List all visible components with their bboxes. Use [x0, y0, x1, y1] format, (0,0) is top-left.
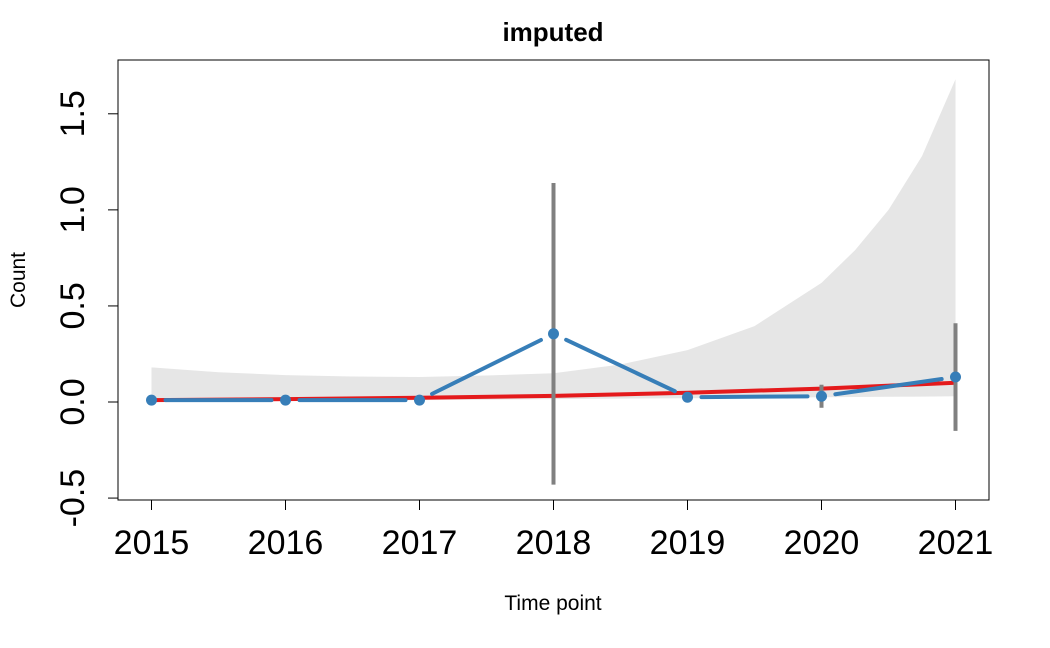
chart-title: imputed	[502, 17, 603, 47]
prediction-band	[151, 79, 956, 402]
series-point	[414, 394, 425, 406]
series-point	[280, 394, 291, 406]
series-point	[146, 394, 157, 406]
series-segment	[564, 337, 677, 394]
x-tick-label: 2019	[650, 524, 726, 562]
y-tick-label: 1.5	[54, 90, 92, 137]
y-tick-label: 1.0	[54, 186, 92, 233]
x-tick-label: 2018	[516, 524, 592, 562]
y-tick-label: 0.5	[54, 282, 92, 329]
x-tick-label: 2015	[114, 524, 190, 562]
series-point	[548, 328, 559, 340]
y-tick-label: 0.0	[54, 378, 92, 425]
x-tick-label: 2016	[248, 524, 324, 562]
x-tick-label: 2021	[918, 524, 994, 562]
series-point	[950, 371, 961, 383]
y-axis: -0.5 0.0 0.5 1.0 1.5	[54, 90, 119, 528]
y-axis-label: Count	[7, 252, 30, 308]
series-segment	[833, 377, 944, 397]
series-segment	[430, 338, 543, 396]
x-tick-label: 2017	[382, 524, 458, 562]
y-tick-label: -0.5	[54, 469, 92, 528]
observed-series-layer	[146, 328, 961, 406]
series-segment	[699, 394, 810, 400]
x-axis: 2015 2016 2017 2018 2019 2020 2021	[114, 499, 994, 562]
x-axis-label: Time point	[504, 592, 601, 615]
series-point	[682, 391, 693, 403]
prediction-band-layer	[151, 79, 956, 402]
x-tick-label: 2020	[784, 524, 860, 562]
series-point	[816, 390, 827, 402]
